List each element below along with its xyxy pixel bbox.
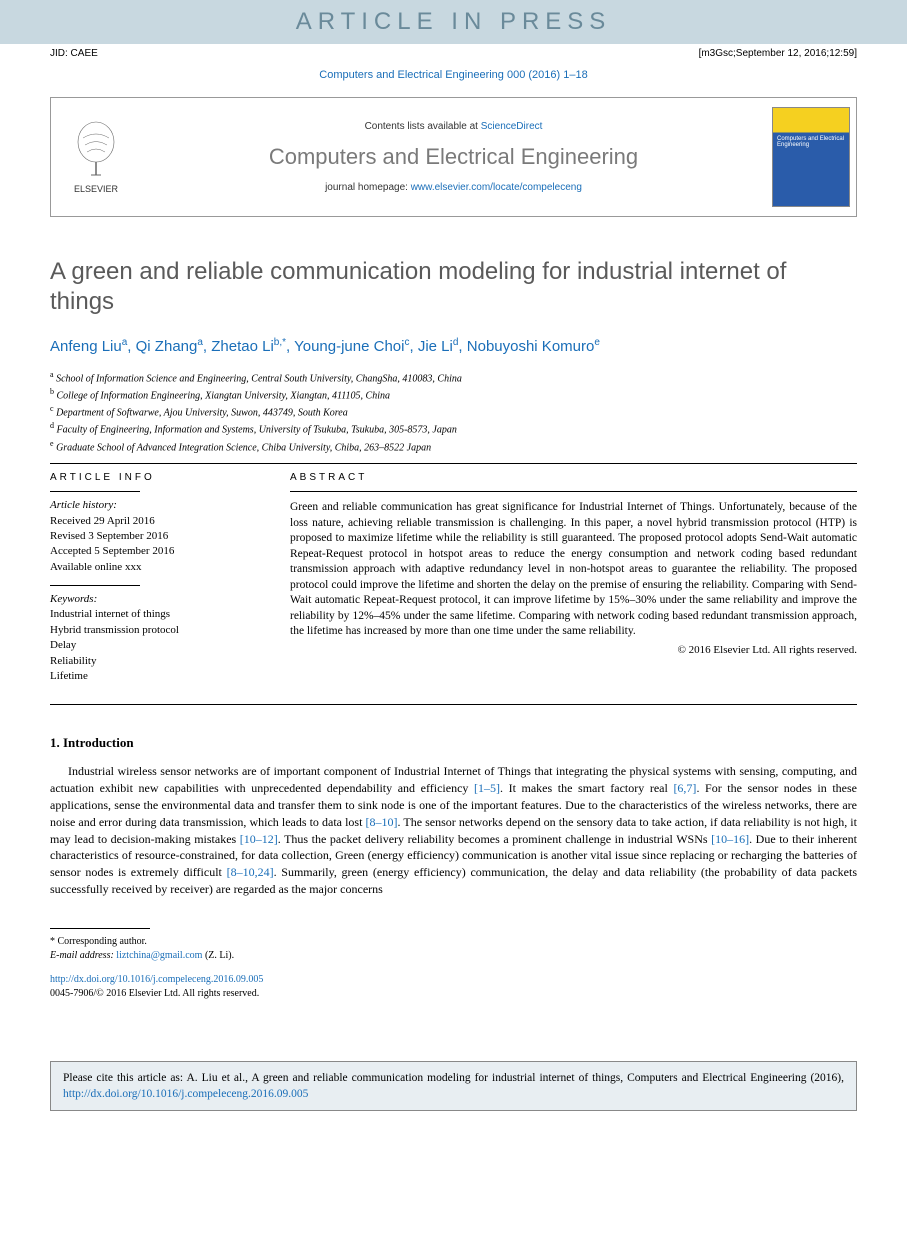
cite-prefix: Please cite this article as: A. Liu et a… [63, 1072, 844, 1084]
keyword-item: Lifetime [50, 670, 88, 682]
keyword-item: Reliability [50, 655, 96, 667]
keywords-list: Industrial internet of things Hybrid tran… [50, 608, 179, 682]
author-name: Qi Zhang [136, 338, 198, 355]
affil-sup: a [50, 370, 54, 379]
abstract-rule [290, 491, 857, 492]
affil-sup: e [50, 439, 54, 448]
cover-image [772, 107, 850, 207]
rule-top [50, 463, 857, 464]
homepage-prefix: journal homepage: [325, 182, 411, 193]
cite-doi-link[interactable]: http://dx.doi.org/10.1016/j.compeleceng.… [63, 1088, 308, 1100]
affil-sup: c [50, 404, 54, 413]
ref-link-1[interactable]: [1–5] [474, 781, 500, 795]
email-label: E-mail address: [50, 950, 116, 961]
abstract-text: Green and reliable communication has gre… [290, 500, 857, 640]
keyword-item: Delay [50, 639, 76, 651]
intro-text-1e: . Thus the packet delivery reliability b… [278, 832, 711, 846]
author-name: Young-june Choi [294, 338, 404, 355]
ref-link-3[interactable]: [8–10] [366, 815, 398, 829]
abstract-head: ABSTRACT [290, 472, 857, 483]
citation-line: Computers and Electrical Engineering 000… [0, 63, 907, 87]
contents-prefix: Contents lists available at [365, 121, 481, 132]
doi-link[interactable]: http://dx.doi.org/10.1016/j.compeleceng.… [50, 974, 263, 985]
email-suffix: (Z. Li). [202, 950, 234, 961]
received-date: Received 29 April 2016 [50, 515, 155, 527]
keyword-item: Hybrid transmission protocol [50, 624, 179, 636]
corresponding-author: * Corresponding author. [50, 935, 857, 949]
article-history: Article history: Received 29 April 2016 … [50, 498, 260, 575]
homepage-link[interactable]: www.elsevier.com/locate/compeleceng [411, 182, 582, 193]
cite-box: Please cite this article as: A. Liu et a… [50, 1061, 857, 1111]
header-center: Contents lists available at ScienceDirec… [141, 98, 766, 216]
jid-code: JID: CAEE [50, 48, 98, 59]
affil-text: School of Information Science and Engine… [56, 373, 462, 384]
authors-list: Anfeng Liua, Qi Zhanga, Zhetao Lib,*, Yo… [50, 335, 857, 359]
online-date: Available online xxx [50, 561, 141, 573]
rule-bottom [50, 704, 857, 705]
contents-line: Contents lists available at ScienceDirec… [365, 121, 543, 132]
journal-header: ELSEVIER Contents lists available at Sci… [50, 97, 857, 217]
affil-text: Graduate School of Advanced Integration … [56, 442, 431, 453]
footnote-separator [50, 928, 150, 929]
author-affil-sup: d [453, 337, 459, 348]
email-link[interactable]: liztchina@gmail.com [116, 950, 202, 961]
article-title: A green and reliable communication model… [50, 257, 857, 317]
author-name: Jie Li [418, 338, 453, 355]
ref-link-4[interactable]: [10–12] [240, 832, 278, 846]
abstract-col: ABSTRACT Green and reliable communicatio… [290, 472, 857, 694]
affil-sup: d [50, 421, 54, 430]
author-affil-sup: b,* [274, 337, 286, 348]
revised-date: Revised 3 September 2016 [50, 530, 168, 542]
m3g-code: [m3Gsc;September 12, 2016;12:59] [699, 48, 857, 59]
affil-text: Department of Softwarwe, Ajou University… [56, 407, 348, 418]
accepted-date: Accepted 5 September 2016 [50, 545, 174, 557]
ref-link-2[interactable]: [6,7] [673, 781, 696, 795]
intro-paragraph: Industrial wireless sensor networks are … [50, 763, 857, 897]
info-rule-2 [50, 585, 140, 586]
issn-copyright: 0045-7906/© 2016 Elsevier Ltd. All right… [50, 988, 259, 999]
elsevier-tree-icon [71, 120, 121, 180]
history-label: Article history: [50, 499, 117, 511]
affil-text: College of Information Engineering, Xian… [57, 390, 391, 401]
author-affil-sup: a [122, 337, 128, 348]
author-affil-sup: a [197, 337, 203, 348]
info-abstract-row: ARTICLE INFO Article history: Received 2… [50, 472, 857, 694]
author-affil-sup: e [594, 337, 600, 348]
keyword-item: Industrial internet of things [50, 608, 170, 620]
article-info-head: ARTICLE INFO [50, 472, 260, 483]
jid-row: JID: CAEE [m3Gsc;September 12, 2016;12:5… [0, 44, 907, 63]
keywords-block: Keywords: Industrial internet of things H… [50, 592, 260, 684]
journal-cover [766, 98, 856, 216]
affiliations-list: a School of Information Science and Engi… [50, 369, 857, 456]
author-name: Anfeng Liu [50, 338, 122, 355]
intro-heading: 1. Introduction [50, 735, 857, 751]
sciencedirect-link[interactable]: ScienceDirect [481, 121, 543, 132]
press-banner: ARTICLE IN PRESS [0, 0, 907, 44]
email-footnote: E-mail address: liztchina@gmail.com (Z. … [50, 949, 857, 963]
ref-link-5[interactable]: [10–16] [711, 832, 749, 846]
keywords-label: Keywords: [50, 593, 97, 605]
homepage-line: journal homepage: www.elsevier.com/locat… [325, 182, 582, 193]
article-info-col: ARTICLE INFO Article history: Received 2… [50, 472, 260, 694]
journal-name: Computers and Electrical Engineering [269, 144, 638, 170]
intro-text-1b: . It makes the smart factory real [500, 781, 673, 795]
doi-block: http://dx.doi.org/10.1016/j.compeleceng.… [50, 973, 857, 1001]
elsevier-label: ELSEVIER [74, 184, 118, 194]
affil-sup: b [50, 387, 54, 396]
author-name: Nobuyoshi Komuro [467, 338, 595, 355]
author-affil-sup: c [404, 337, 409, 348]
ref-link-6[interactable]: [8–10,24] [227, 865, 274, 879]
author-name: Zhetao Li [211, 338, 274, 355]
abstract-copyright: © 2016 Elsevier Ltd. All rights reserved… [290, 644, 857, 656]
affil-text: Faculty of Engineering, Information and … [57, 425, 457, 436]
info-rule-1 [50, 491, 140, 492]
elsevier-logo: ELSEVIER [51, 98, 141, 216]
